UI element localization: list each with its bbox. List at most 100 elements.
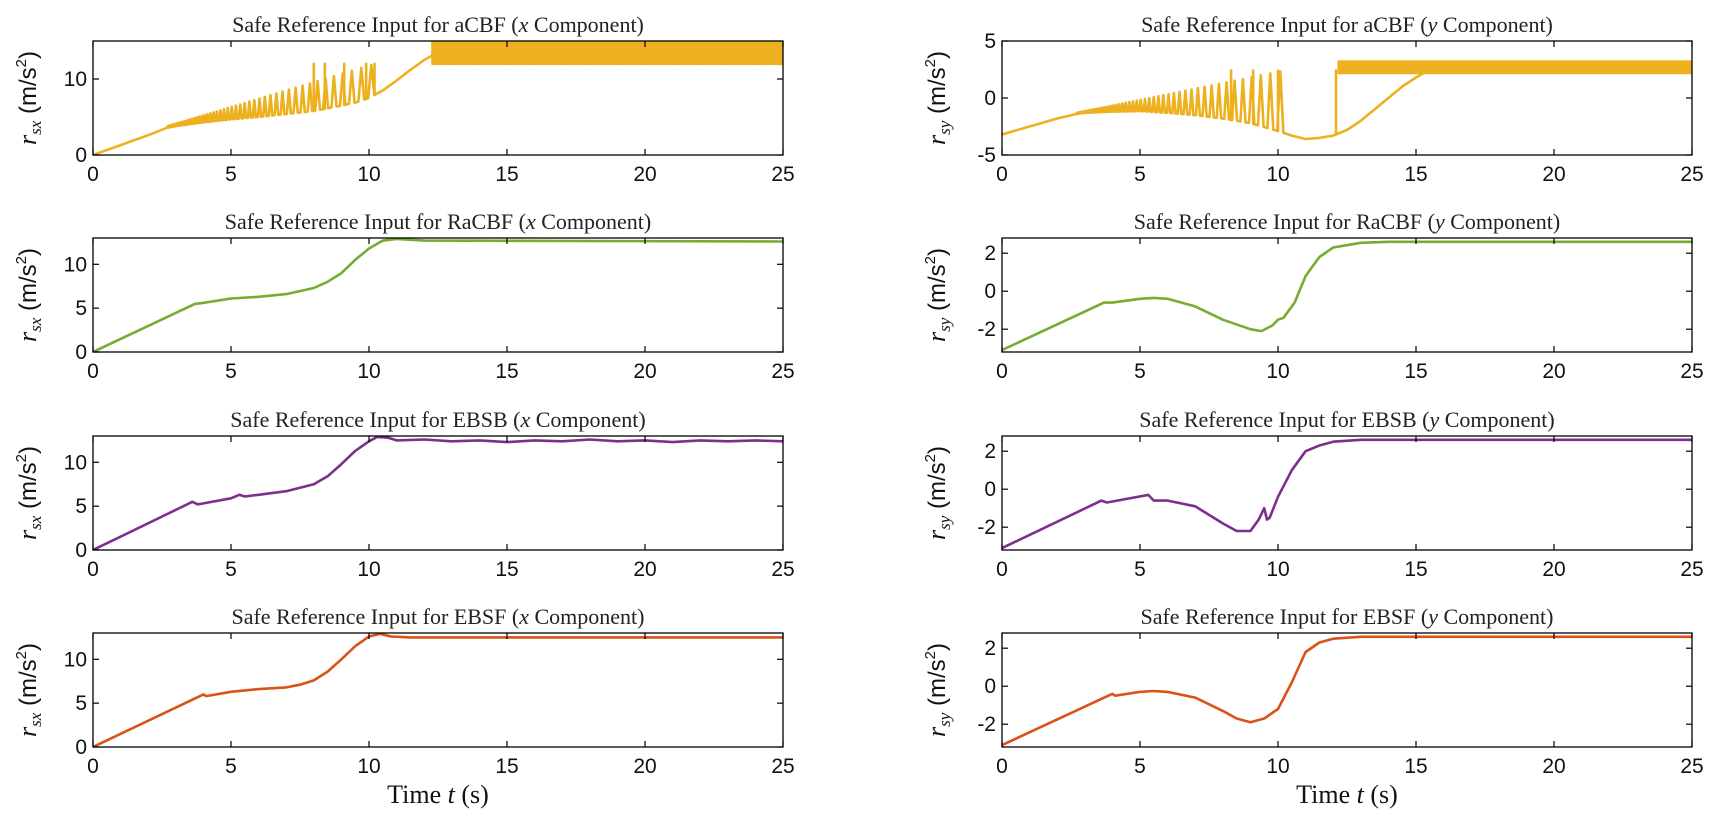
ylabel-subscript: sx: [26, 712, 45, 727]
x-tick-label: 20: [633, 163, 656, 186]
axes-box: [1001, 237, 1693, 353]
ylabel-subscript: sy: [935, 515, 954, 530]
ylabel-units-exponent: 2: [13, 651, 30, 659]
x-tick-label: 0: [996, 558, 1008, 581]
ylabel-symbol: r: [13, 134, 42, 145]
subplot-ebsb-x: Safe Reference Input for EBSB (x Compone…: [13, 407, 795, 581]
title-text: Component): [528, 12, 644, 37]
x-tick-label: 25: [1680, 360, 1703, 383]
ylabel-symbol: r: [922, 529, 951, 540]
title-variable: x: [525, 209, 536, 234]
axes-box: [92, 40, 784, 156]
ylabel-subscript: sx: [26, 120, 45, 135]
subplot-title: Safe Reference Input for EBSB (x Compone…: [230, 407, 645, 432]
y-tick-label: 10: [64, 451, 87, 474]
xlabel-text: (s): [455, 780, 489, 809]
series-line: [1002, 635, 1692, 747]
x-tick-label: 10: [1266, 558, 1289, 581]
ylabel-symbol: r: [922, 331, 951, 342]
title-text: Safe Reference Input for aCBF (: [1141, 12, 1428, 37]
x-tick-label: 10: [357, 755, 380, 778]
y-tick-label: 5: [75, 495, 87, 518]
title-text: Safe Reference Input for aCBF (: [232, 12, 519, 37]
y-tick-label: 0: [984, 478, 996, 501]
series-line: [93, 633, 783, 747]
series-line: [1002, 438, 1692, 550]
y-tick-label: 10: [64, 648, 87, 671]
x-tick-label: 10: [1266, 755, 1289, 778]
y-axis-label: rsy (m/s2): [922, 248, 954, 342]
subplot-acbf-y: Safe Reference Input for aCBF (y Compone…: [922, 12, 1704, 186]
ylabel-symbol: r: [922, 726, 951, 737]
x-tick-label: 0: [87, 558, 99, 581]
y-tick-label: -5: [977, 144, 996, 167]
y-tick-label: 10: [64, 253, 87, 276]
x-tick-label: 5: [1134, 360, 1146, 383]
x-tick-label: 10: [1266, 163, 1289, 186]
subplot-title: Safe Reference Input for EBSF (y Compone…: [1140, 604, 1553, 629]
x-tick-label: 25: [1680, 755, 1703, 778]
x-tick-label: 25: [1680, 558, 1703, 581]
ylabel-units-exponent: 2: [922, 59, 939, 67]
subplot-title: Safe Reference Input for EBSB (y Compone…: [1139, 407, 1554, 432]
x-tick-label: 5: [225, 360, 237, 383]
subplot-ebsb-y: Safe Reference Input for EBSB (y Compone…: [922, 407, 1704, 581]
ylabel-symbol: r: [922, 134, 951, 145]
xlabel-text: Time: [387, 780, 447, 809]
x-tick-label: 0: [87, 755, 99, 778]
x-tick-label: 20: [1542, 163, 1565, 186]
x-tick-label: 10: [357, 558, 380, 581]
y-tick-label: 0: [75, 736, 87, 759]
series-line: [93, 238, 783, 352]
ylabel-units-close: ): [924, 51, 951, 59]
ylabel-symbol: r: [13, 331, 42, 342]
title-text: Safe Reference Input for EBSF (: [231, 604, 519, 629]
x-tick-label: 5: [225, 163, 237, 186]
subplot-title: Safe Reference Input for aCBF (y Compone…: [1141, 12, 1553, 37]
xlabel-text: (s): [1364, 780, 1398, 809]
ylabel-units: (m/s: [924, 67, 951, 120]
y-axis-label: rsx (m/s2): [13, 643, 45, 737]
ylabel-units-exponent: 2: [922, 651, 939, 659]
ylabel-units-close: ): [924, 643, 951, 651]
x-tick-label: 20: [1542, 558, 1565, 581]
x-tick-label: 25: [771, 755, 794, 778]
ylabel-units: (m/s: [15, 264, 42, 317]
subplot-title: Safe Reference Input for EBSF (x Compone…: [231, 604, 644, 629]
series-steady-band: [431, 41, 783, 66]
y-tick-label: -2: [977, 318, 996, 341]
axes-box: [1001, 435, 1693, 551]
ylabel-units: (m/s: [15, 67, 42, 120]
axes-box: [92, 632, 784, 748]
y-tick-label: 2: [984, 637, 996, 660]
series-line: [93, 41, 783, 155]
title-text: Component): [1438, 604, 1554, 629]
x-tick-label: 20: [633, 558, 656, 581]
ylabel-units-close: ): [924, 446, 951, 454]
y-tick-label: 5: [75, 297, 87, 320]
y-tick-label: 0: [75, 341, 87, 364]
x-tick-label: 15: [495, 163, 518, 186]
axes-box: [92, 435, 784, 551]
ylabel-units-exponent: 2: [922, 454, 939, 462]
x-tick-label: 15: [495, 558, 518, 581]
title-variable: y: [1426, 12, 1438, 37]
y-tick-label: 0: [75, 539, 87, 562]
ylabel-units-close: ): [924, 248, 951, 256]
x-tick-label: 15: [1404, 163, 1427, 186]
ylabel-units: (m/s: [15, 659, 42, 712]
series-steady-band: [1337, 60, 1692, 75]
ylabel-units-close: ): [15, 643, 42, 651]
x-tick-label: 0: [87, 360, 99, 383]
ylabel-units-close: ): [15, 248, 42, 256]
ylabel-units-exponent: 2: [13, 256, 30, 264]
y-axis-label: rsx (m/s2): [13, 248, 45, 342]
y-tick-label: 0: [984, 280, 996, 303]
y-tick-label: 2: [984, 242, 996, 265]
xlabel-variable: t: [448, 780, 456, 809]
x-tick-label: 15: [495, 360, 518, 383]
title-text: Safe Reference Input for RaCBF (: [225, 209, 526, 234]
axes-box: [92, 237, 784, 353]
y-axis-label: rsy (m/s2): [922, 51, 954, 145]
ylabel-subscript: sy: [935, 317, 954, 332]
